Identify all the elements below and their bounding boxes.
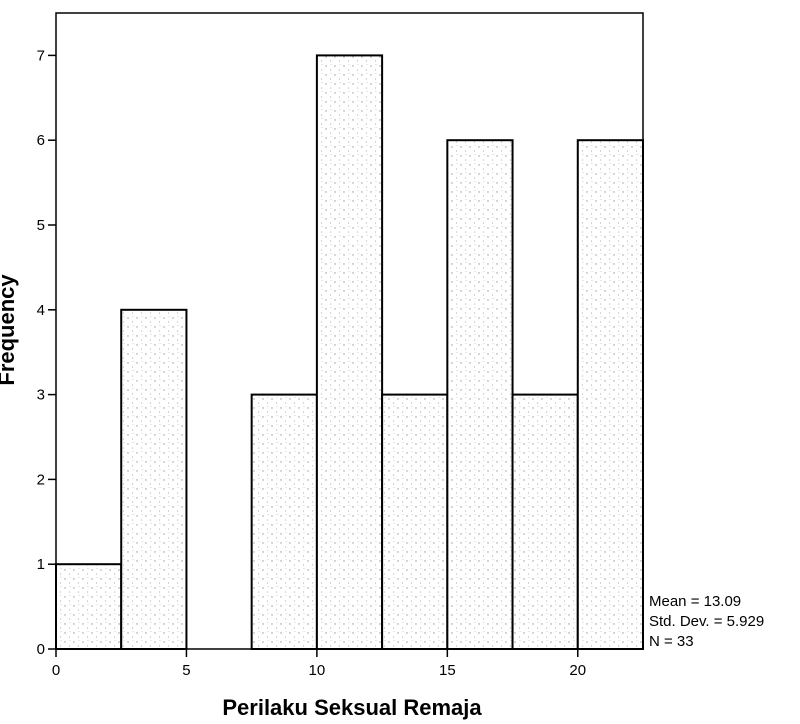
histogram-bar-5 xyxy=(381,393,449,650)
histogram-bar-6 xyxy=(446,139,514,650)
histogram-bar-3 xyxy=(250,393,318,650)
x-tick-label: 15 xyxy=(439,662,456,679)
x-tick-label: 20 xyxy=(569,662,586,679)
stat-std-dev: Std. Dev. = 5.929 xyxy=(649,613,764,630)
y-tick-label: 1 xyxy=(37,556,45,573)
bars-group xyxy=(55,54,644,651)
x-tick-label: 5 xyxy=(182,662,190,679)
x-tick-label: 10 xyxy=(309,662,326,679)
x-tick-label: 0 xyxy=(52,662,60,679)
histogram-bar-1 xyxy=(120,308,188,650)
x-axis-title: Perilaku Seksual Remaja xyxy=(222,695,482,720)
y-tick-label: 0 xyxy=(37,641,45,658)
y-axis-title: Frequency xyxy=(0,274,19,386)
y-tick-label: 2 xyxy=(37,471,45,488)
histogram-bar-8 xyxy=(576,139,644,650)
histogram-bar-4 xyxy=(315,54,384,650)
y-tick-label: 5 xyxy=(37,217,45,234)
stat-mean: Mean = 13.09 xyxy=(649,593,741,610)
y-tick-label: 6 xyxy=(37,132,45,149)
axes-group: 0 1 2 3 4 5 6 7 0 5 10 15 20 xyxy=(37,47,586,679)
y-tick-label: 3 xyxy=(37,387,45,404)
y-tick-label: 7 xyxy=(37,47,45,64)
stat-n: N = 33 xyxy=(649,633,694,650)
histogram-bar-0 xyxy=(55,563,123,651)
y-tick-label: 4 xyxy=(37,302,45,319)
histogram-bar-7 xyxy=(511,393,579,650)
